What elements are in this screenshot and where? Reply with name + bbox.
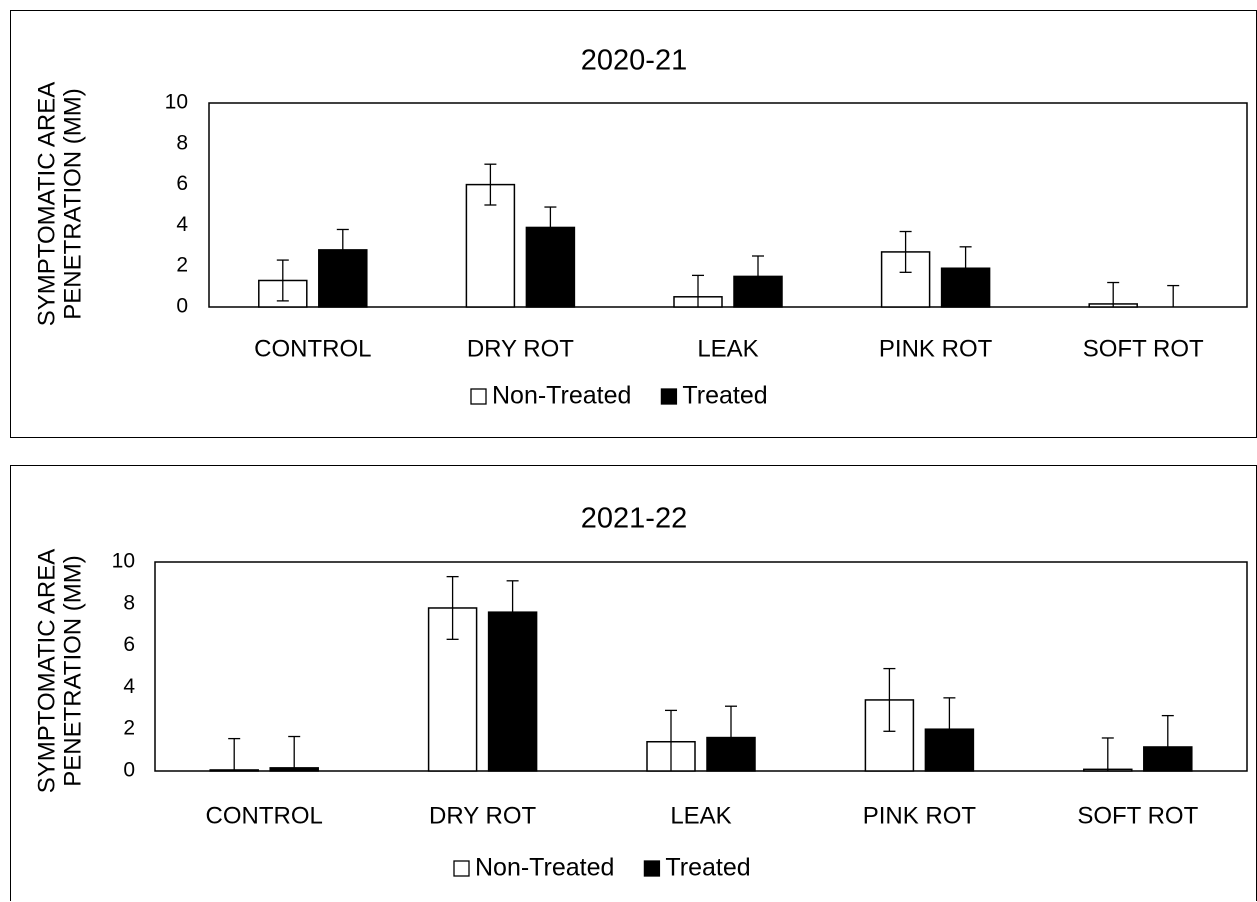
- y-tick-label-8: 8: [123, 591, 135, 614]
- y-tick-label-4: 4: [123, 675, 135, 698]
- x-category-label-soft-rot: SOFT ROT: [1077, 802, 1198, 829]
- bar-non-treated-dry-rot: [427, 607, 478, 772]
- plot-area-frame: [154, 561, 1248, 772]
- y-tick-label-0: 0: [176, 295, 188, 318]
- x-category-label-dry-rot: DRY ROT: [429, 802, 536, 829]
- legend-swatch-non-treated: [470, 388, 487, 405]
- x-category-label-leak: LEAK: [697, 335, 758, 362]
- legend-swatch-treated: [643, 860, 661, 877]
- legend-label-non-treated: Non-Treated: [492, 382, 631, 410]
- legend-swatch-treated: [660, 388, 678, 405]
- bar-chart-2020-21: 2020-21 SYMPTOMATIC AREA PENETRATION (MM) 0…: [33, 45, 1248, 410]
- chart-title: 2021-22: [581, 503, 687, 535]
- x-category-label-pink-rot: PINK ROT: [863, 802, 977, 829]
- x-category-label-pink-rot: PINK ROT: [879, 335, 993, 362]
- y-tick-label-8: 8: [176, 131, 188, 154]
- x-category-label-control: CONTROL: [254, 335, 371, 362]
- chart-panel-2021-22: 2021-22 SYMPTOMATIC AREA PENETRATION (MM) 0…: [10, 465, 1257, 901]
- chart-panel-2020-21: 2020-21 SYMPTOMATIC AREA PENETRATION (MM) 0…: [10, 10, 1257, 438]
- y-axis-label-line-2: PENETRATION (MM): [59, 555, 86, 787]
- y-tick-label-6: 6: [176, 172, 188, 195]
- y-tick-label-10: 10: [112, 550, 135, 573]
- y-axis-label-line-2: PENETRATION (MM): [59, 88, 86, 320]
- x-category-label-soft-rot: SOFT ROT: [1083, 335, 1204, 362]
- legend-label-non-treated: Non-Treated: [475, 854, 614, 882]
- y-tick-label-4: 4: [176, 213, 188, 236]
- y-axis-label-line-1: SYMPTOMATIC AREA: [33, 549, 60, 794]
- x-category-label-leak: LEAK: [670, 802, 731, 829]
- y-axis-label-line-1: SYMPTOMATIC AREA: [33, 82, 60, 327]
- y-tick-label-0: 0: [123, 759, 135, 782]
- x-category-label-control: CONTROL: [206, 802, 323, 829]
- legend-swatch-non-treated: [453, 860, 470, 877]
- bar-non-treated-dry-rot: [465, 183, 516, 308]
- y-tick-label-6: 6: [123, 633, 135, 656]
- plot-area-frame: [208, 102, 1248, 308]
- legend-label-treated: Treated: [665, 854, 750, 882]
- bar-chart-2021-22: 2021-22 SYMPTOMATIC AREA PENETRATION (MM) 0…: [33, 503, 1248, 882]
- y-tick-label-2: 2: [176, 254, 188, 277]
- legend-label-treated: Treated: [682, 382, 767, 410]
- y-tick-label-2: 2: [123, 717, 135, 740]
- chart-title: 2020-21: [581, 45, 687, 77]
- y-tick-label-10: 10: [165, 91, 188, 114]
- x-category-label-dry-rot: DRY ROT: [467, 335, 574, 362]
